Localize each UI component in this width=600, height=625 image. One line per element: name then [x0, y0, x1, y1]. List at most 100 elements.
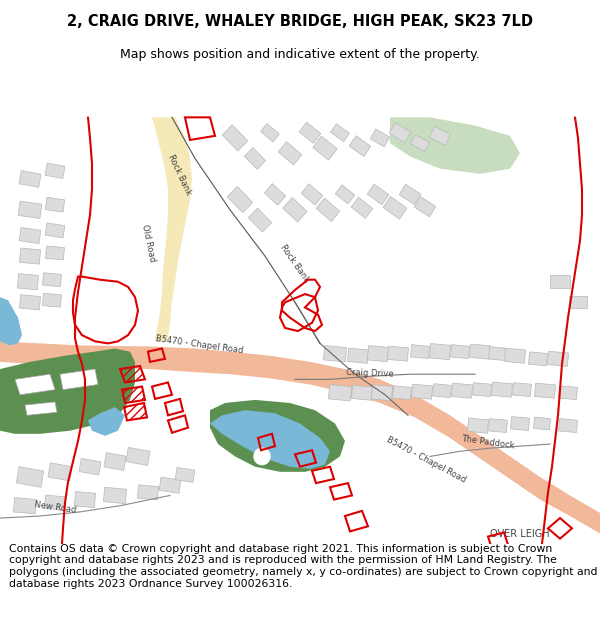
FancyBboxPatch shape [389, 122, 411, 142]
FancyBboxPatch shape [547, 351, 569, 366]
FancyBboxPatch shape [43, 293, 61, 307]
FancyBboxPatch shape [383, 196, 407, 219]
Text: Old Road: Old Road [140, 224, 157, 263]
FancyBboxPatch shape [488, 419, 508, 432]
FancyBboxPatch shape [74, 491, 95, 508]
Text: Rock Bank: Rock Bank [167, 152, 193, 196]
Text: New Road: New Road [34, 500, 77, 515]
Polygon shape [390, 118, 520, 174]
Polygon shape [25, 402, 57, 416]
FancyBboxPatch shape [248, 208, 272, 232]
FancyBboxPatch shape [331, 124, 349, 142]
FancyBboxPatch shape [505, 348, 526, 363]
FancyBboxPatch shape [367, 184, 389, 205]
FancyBboxPatch shape [244, 148, 266, 169]
FancyBboxPatch shape [227, 186, 253, 213]
FancyBboxPatch shape [17, 274, 38, 290]
Text: Rock Bank: Rock Bank [278, 242, 311, 284]
FancyBboxPatch shape [414, 197, 436, 217]
FancyBboxPatch shape [511, 417, 529, 431]
FancyBboxPatch shape [278, 142, 302, 165]
FancyBboxPatch shape [410, 344, 430, 359]
FancyBboxPatch shape [569, 296, 587, 309]
FancyBboxPatch shape [159, 477, 181, 493]
FancyBboxPatch shape [79, 458, 101, 475]
FancyBboxPatch shape [392, 386, 412, 399]
FancyBboxPatch shape [367, 346, 389, 362]
FancyBboxPatch shape [16, 467, 44, 488]
FancyBboxPatch shape [349, 136, 371, 156]
Polygon shape [210, 410, 330, 469]
FancyBboxPatch shape [388, 346, 409, 361]
FancyBboxPatch shape [316, 198, 340, 221]
FancyBboxPatch shape [352, 385, 373, 400]
FancyBboxPatch shape [260, 124, 280, 142]
FancyBboxPatch shape [467, 418, 488, 433]
Polygon shape [210, 400, 345, 472]
FancyBboxPatch shape [559, 386, 577, 399]
FancyBboxPatch shape [491, 382, 512, 397]
FancyBboxPatch shape [370, 129, 389, 147]
Polygon shape [0, 297, 22, 346]
FancyBboxPatch shape [13, 498, 37, 514]
FancyBboxPatch shape [44, 495, 65, 510]
Text: B5470 - Chapel Road: B5470 - Chapel Road [385, 434, 467, 484]
Polygon shape [152, 118, 192, 341]
FancyBboxPatch shape [430, 344, 451, 359]
FancyBboxPatch shape [175, 468, 195, 482]
FancyBboxPatch shape [430, 126, 451, 146]
FancyBboxPatch shape [48, 462, 72, 481]
FancyBboxPatch shape [301, 184, 323, 205]
FancyBboxPatch shape [469, 344, 491, 359]
FancyBboxPatch shape [512, 382, 532, 397]
Polygon shape [60, 369, 98, 389]
FancyBboxPatch shape [412, 384, 433, 399]
FancyBboxPatch shape [451, 383, 473, 398]
Text: 2, CRAIG DRIVE, WHALEY BRIDGE, HIGH PEAK, SK23 7LD: 2, CRAIG DRIVE, WHALEY BRIDGE, HIGH PEAK… [67, 14, 533, 29]
FancyBboxPatch shape [410, 134, 430, 151]
Text: B5470 - Chapel Road: B5470 - Chapel Road [155, 334, 244, 356]
FancyBboxPatch shape [45, 163, 65, 179]
FancyBboxPatch shape [46, 246, 64, 260]
FancyBboxPatch shape [347, 348, 368, 363]
FancyBboxPatch shape [19, 295, 41, 310]
FancyBboxPatch shape [222, 125, 248, 151]
Polygon shape [0, 349, 135, 434]
FancyBboxPatch shape [45, 223, 65, 238]
FancyBboxPatch shape [559, 419, 577, 432]
Polygon shape [0, 341, 600, 534]
FancyBboxPatch shape [19, 228, 41, 244]
FancyBboxPatch shape [335, 185, 355, 204]
FancyBboxPatch shape [137, 485, 158, 500]
Circle shape [254, 448, 270, 464]
FancyBboxPatch shape [451, 344, 469, 359]
FancyBboxPatch shape [550, 275, 570, 288]
FancyBboxPatch shape [19, 248, 41, 264]
FancyBboxPatch shape [283, 198, 307, 222]
FancyBboxPatch shape [103, 488, 127, 504]
FancyBboxPatch shape [313, 136, 337, 160]
FancyBboxPatch shape [488, 347, 508, 361]
Text: Contains OS data © Crown copyright and database right 2021. This information is : Contains OS data © Crown copyright and d… [9, 544, 598, 589]
FancyBboxPatch shape [264, 184, 286, 205]
FancyBboxPatch shape [43, 272, 61, 287]
Text: Map shows position and indicative extent of the property.: Map shows position and indicative extent… [120, 48, 480, 61]
FancyBboxPatch shape [323, 346, 347, 362]
Text: OVER LEIGH: OVER LEIGH [490, 529, 550, 539]
FancyBboxPatch shape [328, 384, 352, 401]
Polygon shape [88, 407, 125, 436]
FancyBboxPatch shape [299, 122, 321, 143]
FancyBboxPatch shape [104, 452, 126, 471]
FancyBboxPatch shape [533, 418, 550, 430]
Text: Craig Drive: Craig Drive [346, 368, 394, 378]
Text: The Paddock: The Paddock [461, 434, 515, 450]
FancyBboxPatch shape [351, 198, 373, 218]
Polygon shape [15, 374, 55, 395]
FancyBboxPatch shape [18, 201, 42, 219]
FancyBboxPatch shape [535, 383, 556, 398]
FancyBboxPatch shape [45, 198, 65, 212]
FancyBboxPatch shape [529, 352, 547, 366]
FancyBboxPatch shape [371, 384, 392, 401]
FancyBboxPatch shape [19, 171, 41, 187]
FancyBboxPatch shape [473, 382, 491, 397]
